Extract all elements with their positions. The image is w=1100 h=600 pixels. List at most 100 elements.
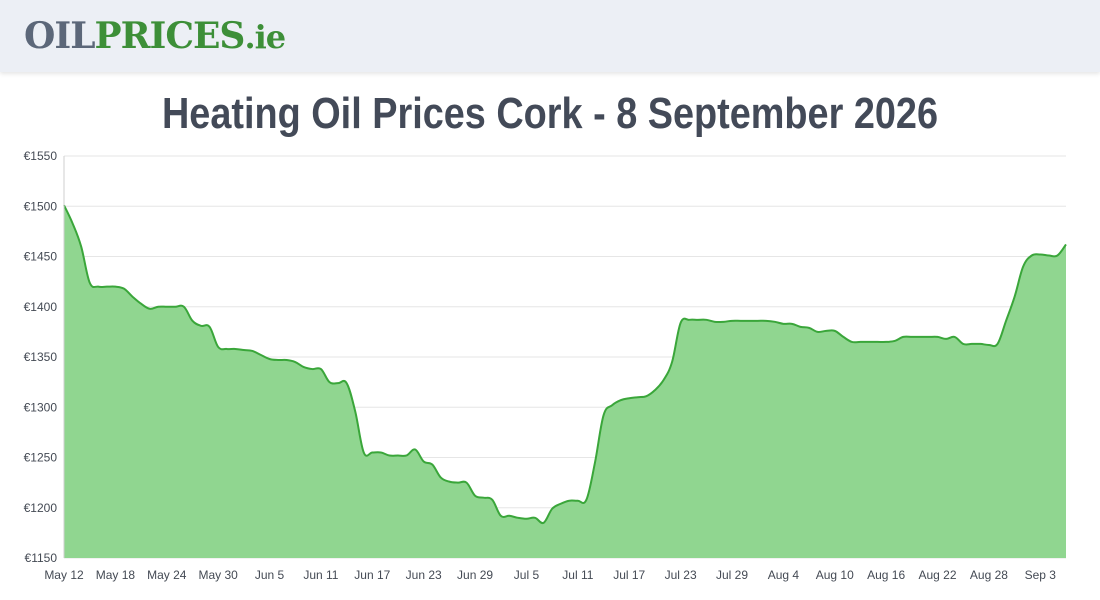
data-point (216, 345, 220, 349)
logo-oil-text: OIL (24, 15, 96, 57)
data-point (336, 381, 340, 385)
data-point (944, 337, 948, 341)
data-point (447, 480, 451, 484)
data-point (131, 295, 135, 299)
data-point (670, 360, 674, 364)
data-point (936, 335, 940, 339)
data-point (610, 403, 614, 407)
y-tick-label: €1450 (24, 250, 58, 264)
price-line (63, 204, 1067, 525)
data-point (721, 320, 725, 324)
chart-series (63, 204, 1068, 558)
data-point (113, 285, 117, 289)
x-tick-label: Jul 5 (514, 568, 540, 582)
data-point (833, 329, 837, 333)
data-point (764, 319, 768, 323)
y-tick-label: €1150 (25, 551, 58, 565)
x-tick-label: Aug 16 (867, 568, 905, 582)
data-point (1055, 253, 1059, 257)
y-tick-label: €1550 (24, 149, 58, 163)
logo-domain-text: .ie (244, 18, 286, 56)
data-point (182, 305, 186, 309)
data-point (550, 507, 554, 511)
data-point (970, 342, 974, 346)
y-tick-label: €1200 (24, 501, 58, 515)
data-point (1030, 253, 1034, 257)
x-tick-label: Aug 10 (816, 568, 854, 582)
y-tick-label: €1250 (24, 451, 58, 465)
data-point (293, 360, 297, 364)
x-tick-label: Aug 28 (970, 568, 1008, 582)
data-point (456, 481, 460, 485)
x-tick-label: Sep 3 (1025, 568, 1057, 582)
data-point (353, 409, 357, 413)
data-point (233, 347, 237, 351)
data-point (781, 322, 785, 326)
data-point (542, 521, 546, 525)
data-point (396, 453, 400, 457)
data-point (850, 340, 854, 344)
data-point (507, 514, 511, 518)
data-point (713, 320, 717, 324)
x-tick-label: Jul 17 (613, 568, 645, 582)
page-title: Heating Oil Prices Cork - 8 September 20… (161, 89, 939, 138)
data-point (576, 499, 580, 503)
data-point (250, 349, 254, 353)
data-point (327, 380, 331, 384)
data-point (310, 367, 314, 371)
x-tick-label: Jun 17 (354, 568, 390, 582)
x-tick-label: Aug 4 (768, 568, 800, 582)
data-point (602, 413, 606, 417)
data-point (756, 319, 760, 323)
data-point (139, 302, 143, 306)
data-point (1064, 242, 1068, 246)
data-point (1013, 295, 1017, 299)
data-point (88, 281, 92, 285)
data-point (199, 324, 203, 328)
data-point (173, 305, 177, 309)
y-tick-label: €1300 (24, 400, 58, 414)
data-point (867, 340, 871, 344)
data-point (208, 325, 212, 329)
data-point (96, 285, 100, 289)
site-logo[interactable]: OILPRICES.ie (24, 14, 286, 59)
data-point (370, 450, 374, 454)
data-point (884, 340, 888, 344)
x-tick-label: Jul 29 (716, 568, 748, 582)
y-tick-label: €1500 (24, 199, 58, 213)
data-point (285, 358, 289, 362)
data-point (567, 499, 571, 503)
data-point (893, 339, 897, 343)
data-point (190, 319, 194, 323)
x-tick-label: Jul 11 (562, 568, 593, 582)
data-point (473, 494, 477, 498)
data-point (148, 307, 152, 311)
data-point (901, 335, 905, 339)
data-point (302, 365, 306, 369)
data-point (1038, 252, 1042, 256)
data-point (1021, 265, 1025, 269)
data-point (739, 319, 743, 323)
data-point (987, 343, 991, 347)
data-point (430, 463, 434, 467)
data-point (1047, 253, 1051, 257)
data-point (747, 319, 751, 323)
x-tick-label: Jun 29 (457, 568, 493, 582)
data-point (679, 321, 683, 325)
data-point (687, 318, 691, 322)
x-tick-label: Jul 23 (665, 568, 697, 582)
data-point (379, 450, 383, 454)
data-point (704, 318, 708, 322)
data-point (799, 325, 803, 329)
data-point (439, 476, 443, 480)
data-point (533, 516, 537, 520)
data-point (225, 347, 229, 351)
x-tick-label: Jun 11 (303, 568, 338, 582)
data-point (927, 335, 931, 339)
x-tick-label: May 30 (198, 568, 238, 582)
data-point (918, 335, 922, 339)
data-point (387, 453, 391, 457)
data-point (242, 348, 246, 352)
data-point (276, 358, 280, 362)
logo-prices-text: PRICES (94, 15, 246, 57)
